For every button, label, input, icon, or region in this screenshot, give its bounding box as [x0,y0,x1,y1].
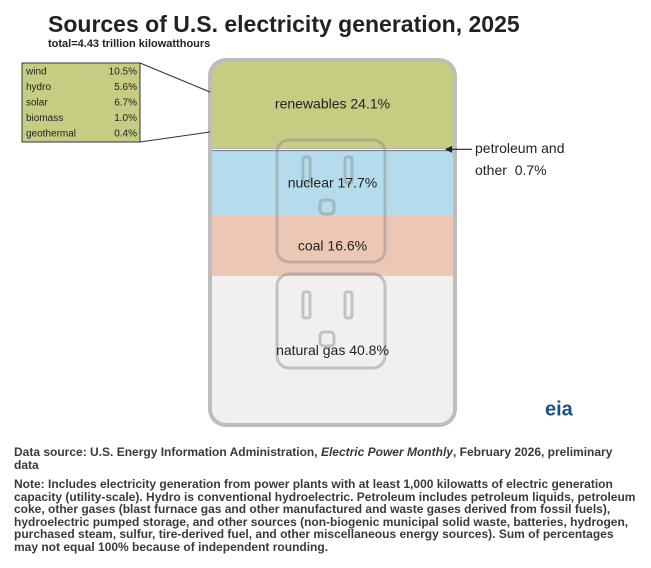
breakdown-value: 1.0% [114,113,137,124]
outlet-sockets [275,138,387,370]
segment-label: petroleum and other 0.7% [475,140,569,179]
connector [139,131,211,143]
source-prefix: Data source: U.S. Energy Information Adm… [14,445,321,459]
chart-title: Sources of U.S. electricity generation, … [48,11,520,37]
breakdown-value: 6.7% [114,98,137,109]
connector [139,62,211,93]
segment [210,60,455,149]
breakdown-value: 0.4% [114,129,137,140]
breakdown-name: solar [26,98,48,109]
breakdown-name: geothermal [26,129,76,140]
segment [210,215,455,276]
breakdown-value: 10.5% [109,67,137,78]
callout-arrow [445,145,452,153]
breakdown-name: hydro [26,82,51,93]
chart: Sources of U.S. electricity generation, … [21,11,574,427]
segment-label: nuclear 17.7% [288,175,378,191]
source: Data source: U.S. Energy Information Adm… [14,446,636,471]
breakdown-name: biomass [26,113,63,124]
logo: eia [545,398,574,420]
outlet-frame [208,58,457,427]
breakdown-value: 5.6% [114,82,137,93]
segment [210,275,455,425]
segments [210,60,455,425]
segment-label: coal 16.6% [298,237,367,253]
note: Note: Includes electricity generation fr… [14,477,636,554]
source-publication: Electric Power Monthly [320,445,453,459]
segment [210,147,455,152]
breakdown-box [21,62,141,143]
segment [210,150,455,216]
segment-label: renewables 24.1% [275,96,390,112]
source-suffix: , February 2026, preliminary data [14,445,613,472]
breakdown-name: wind [25,67,47,78]
chart-subtitle: total=4.43 trillion kilowatthours [48,38,210,50]
segment-label: natural gas 40.8% [276,342,389,358]
